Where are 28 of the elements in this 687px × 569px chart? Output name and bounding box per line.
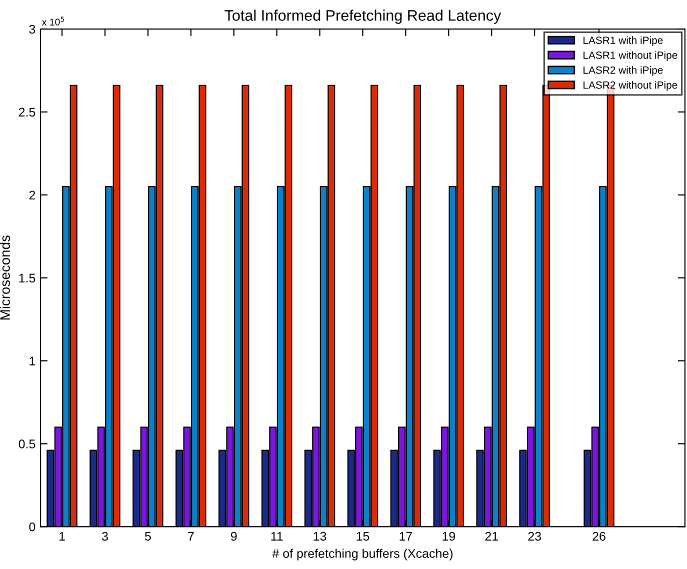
x-tick-label: 1 <box>59 532 65 541</box>
x-tick-label: 13 <box>314 532 326 541</box>
legend-label: LASR1 with iPipe <box>584 36 663 46</box>
x-tick-label: 15 <box>356 532 370 541</box>
x-tick-label: 7 <box>188 532 194 541</box>
y-tick-label: 2.5 <box>18 108 36 117</box>
y-tick-label: 3 <box>29 24 36 34</box>
x-tick-label: 17 <box>400 532 412 541</box>
x-tick-label: 5 <box>144 532 151 541</box>
x-tick-label: 23 <box>528 532 541 541</box>
y-tick-label: 0 <box>29 522 36 532</box>
legend-label: LASR1 without iPipe <box>584 51 678 61</box>
chart-title: Total Informed Prefetching Read Latency <box>224 10 502 24</box>
x-tick-label: 19 <box>442 532 456 541</box>
y-tick-label: 2 <box>29 190 36 200</box>
legend-label: LASR2 with iPipe <box>584 66 663 76</box>
text: x 10$^{5}$ <box>42 16 64 26</box>
x-axis-title: # of prefetching buffers (Xcache) <box>272 548 453 560</box>
x-tick-label: 3 <box>102 532 108 541</box>
y-tick-label: 0.5 <box>18 440 36 448</box>
y-tick-label: 1.5 <box>19 274 36 282</box>
x-tick-label: 26 <box>592 532 606 541</box>
x-tick-label: 11 <box>271 532 283 541</box>
legend-label: LASR2 without iPipe <box>584 81 678 91</box>
y-axis-title: Microseconds <box>0 236 10 320</box>
x-tick-label: 21 <box>485 532 498 541</box>
x-tick-label: 9 <box>230 532 237 541</box>
y-tick-label: 1 <box>30 356 36 366</box>
